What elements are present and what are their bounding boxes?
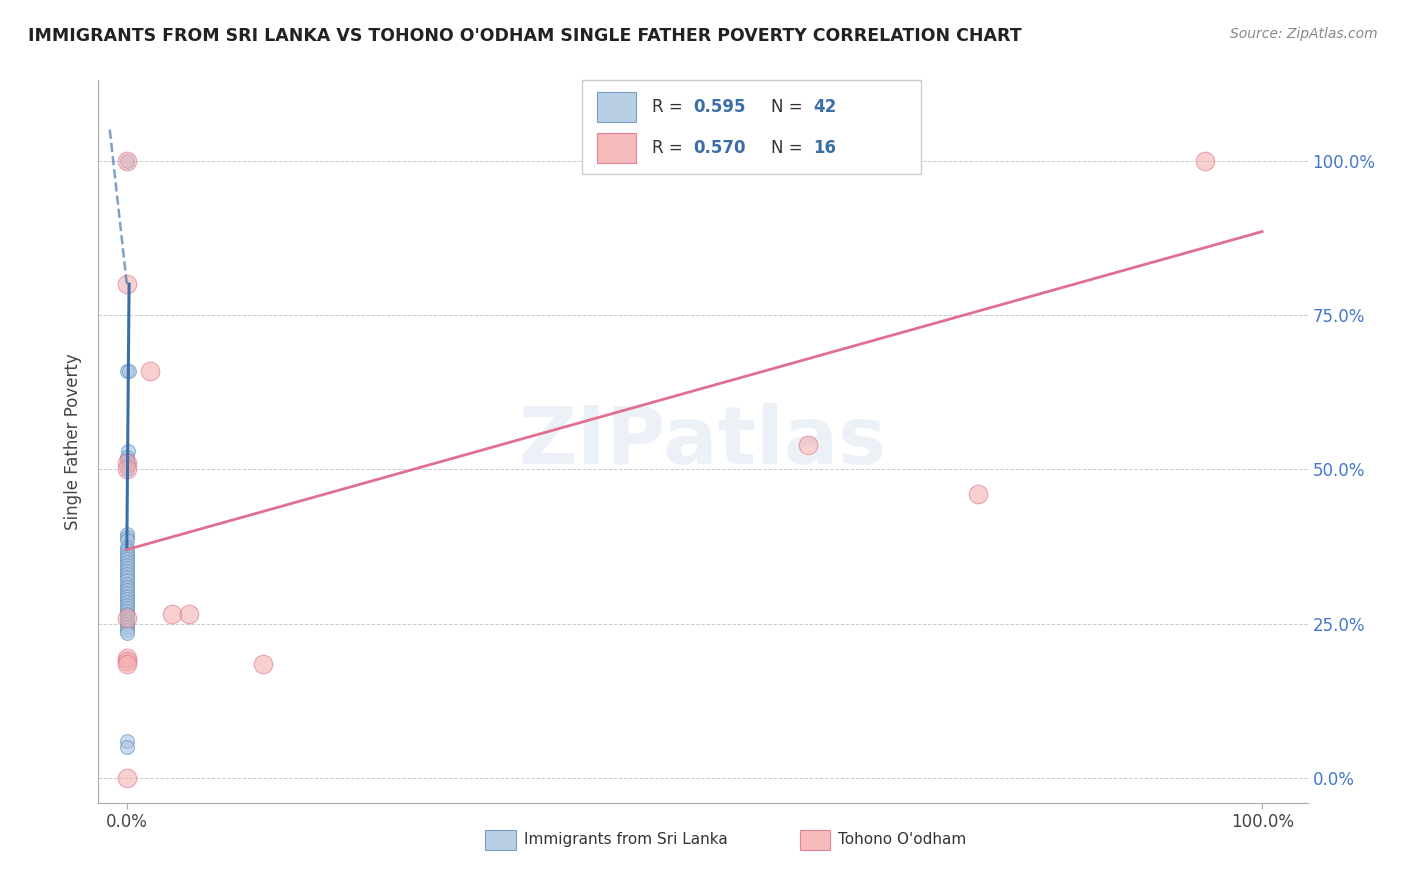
Point <box>115 542 138 557</box>
Point <box>115 589 138 603</box>
Point <box>115 462 138 476</box>
Point <box>115 580 138 594</box>
Point <box>115 533 138 548</box>
Point <box>115 570 138 584</box>
Point <box>115 595 138 609</box>
Point <box>115 546 138 560</box>
Text: ZIPatlas: ZIPatlas <box>519 402 887 481</box>
Bar <box>596 92 637 121</box>
Point <box>118 363 141 377</box>
Text: 0.595: 0.595 <box>693 97 745 116</box>
Text: IMMIGRANTS FROM SRI LANKA VS TOHONO O'ODHAM SINGLE FATHER POVERTY CORRELATION CH: IMMIGRANTS FROM SRI LANKA VS TOHONO O'OD… <box>28 27 1022 45</box>
Text: Source: ZipAtlas.com: Source: ZipAtlas.com <box>1230 27 1378 41</box>
Point <box>115 574 138 588</box>
Point <box>115 363 138 377</box>
Point <box>117 443 139 458</box>
Point <box>115 576 138 591</box>
Point <box>115 450 138 464</box>
Text: N =: N = <box>770 139 807 157</box>
Point <box>115 552 138 566</box>
Point <box>115 549 138 563</box>
Point <box>115 564 138 578</box>
Point <box>115 607 138 622</box>
Point <box>115 592 138 607</box>
Point <box>179 607 201 622</box>
Point <box>797 437 820 451</box>
Point <box>115 555 138 569</box>
Point <box>115 582 138 597</box>
Point <box>115 654 138 668</box>
Point <box>967 487 990 501</box>
Point <box>115 657 138 671</box>
Text: 42: 42 <box>813 97 837 116</box>
Point <box>115 734 138 748</box>
Text: Immigrants from Sri Lanka: Immigrants from Sri Lanka <box>524 832 728 847</box>
Point <box>115 462 138 476</box>
Point <box>115 623 138 637</box>
Text: R =: R = <box>652 97 688 116</box>
Y-axis label: Single Father Poverty: Single Father Poverty <box>65 353 83 530</box>
Point <box>1194 153 1216 168</box>
FancyBboxPatch shape <box>582 80 921 174</box>
Bar <box>596 133 637 163</box>
Point <box>115 614 138 628</box>
Point <box>115 153 138 168</box>
Point <box>115 586 138 600</box>
Text: 16: 16 <box>813 139 837 157</box>
Point <box>115 626 138 640</box>
Point <box>115 567 138 582</box>
Point <box>115 456 138 470</box>
Text: 0.570: 0.570 <box>693 139 745 157</box>
Point <box>252 657 274 671</box>
Point <box>138 363 160 377</box>
Point <box>115 610 138 624</box>
Point <box>115 610 138 624</box>
Point <box>115 650 138 665</box>
Point <box>115 561 138 575</box>
Point <box>115 604 138 618</box>
Text: Tohono O'odham: Tohono O'odham <box>838 832 967 847</box>
Point <box>115 277 138 291</box>
Bar <box>800 830 830 850</box>
Point <box>115 530 138 544</box>
Point <box>115 598 138 612</box>
Text: N =: N = <box>770 97 807 116</box>
Point <box>115 740 138 755</box>
Point <box>115 558 138 572</box>
Point <box>115 620 138 634</box>
Point <box>115 616 138 631</box>
Bar <box>485 830 516 850</box>
Point <box>115 453 138 467</box>
Point <box>115 771 138 785</box>
Point <box>117 456 139 470</box>
Point <box>160 607 183 622</box>
Point <box>115 527 138 541</box>
Point <box>115 540 138 554</box>
Point <box>115 153 138 168</box>
Text: R =: R = <box>652 139 688 157</box>
Point <box>115 601 138 615</box>
